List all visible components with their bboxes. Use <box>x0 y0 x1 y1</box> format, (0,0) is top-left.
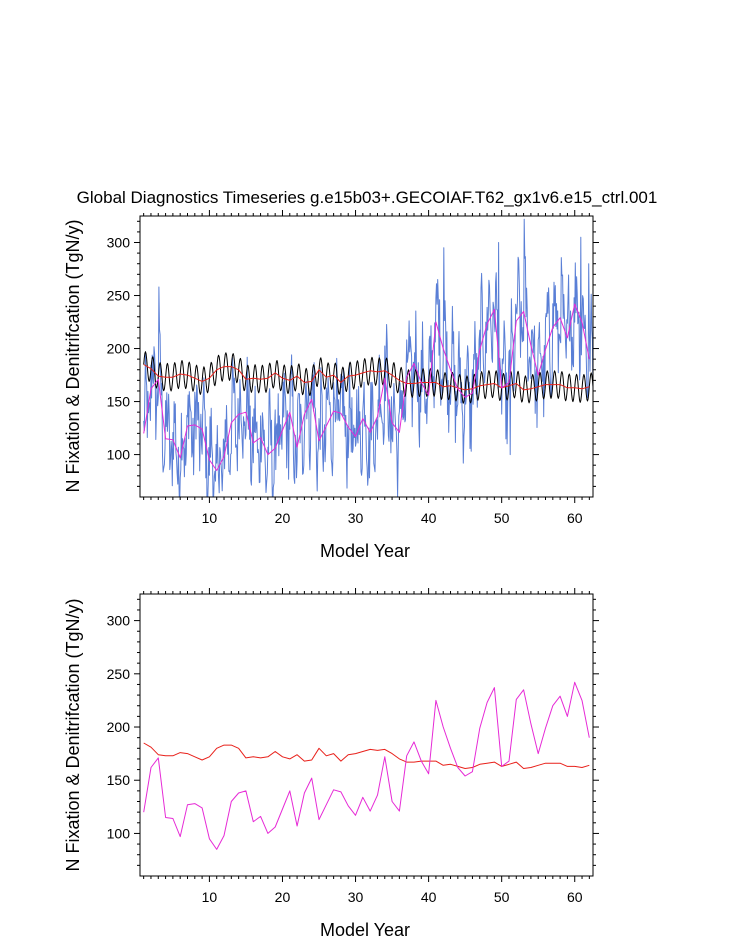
y-tick-label: 100 <box>107 825 131 841</box>
y-tick-label: 100 <box>107 447 131 463</box>
x-tick-label: 50 <box>494 889 510 905</box>
x-tick-label: 10 <box>202 510 218 526</box>
y-tick-label: 150 <box>107 772 131 788</box>
chart-title: Global Diagnostics Timeseries g.e15b03+.… <box>77 188 658 207</box>
x-tick-label: 20 <box>275 889 291 905</box>
series-n-fixation-annual-mean <box>143 681 590 850</box>
bottom-panel-series <box>143 681 590 850</box>
bottom-panel-ylabel: N Fixation & Denitrifcation (TgN/y) <box>63 598 83 871</box>
y-tick-label: 200 <box>107 341 131 357</box>
x-tick-label: 20 <box>275 510 291 526</box>
series-denitrification-monthly <box>143 351 593 404</box>
x-tick-label: 40 <box>421 889 437 905</box>
top-panel: 10 20 30 40 50 60 100 150 200 250 300 Model Year N… <box>63 210 599 561</box>
x-tick-label: 40 <box>421 510 437 526</box>
y-tick-label: 250 <box>107 288 131 304</box>
x-tick-label: 60 <box>567 510 583 526</box>
y-tick-label: 300 <box>107 235 131 251</box>
bottom-panel-xlabel: Model Year <box>320 920 410 940</box>
bottom-panel: 10 20 30 40 50 60 100 150 200 250 300 Model Year N… <box>63 588 599 940</box>
bottom-panel-frame <box>139 593 594 877</box>
series-denitrification-annual-mean <box>143 742 590 769</box>
y-tick-label: 150 <box>107 394 131 410</box>
x-tick-label: 10 <box>202 889 218 905</box>
top-panel-xlabel: Model Year <box>320 541 410 561</box>
y-tick-label: 250 <box>107 666 131 682</box>
y-tick-label: 200 <box>107 719 131 735</box>
top-panel-frame <box>139 215 594 498</box>
x-tick-label: 50 <box>494 510 510 526</box>
x-tick-label: 30 <box>348 889 364 905</box>
top-panel-ticks: 10 20 30 40 50 60 100 150 200 250 300 <box>107 210 599 526</box>
top-panel-series <box>143 218 593 497</box>
y-tick-label: 300 <box>107 613 131 629</box>
series-n-fixation-annual-mean <box>143 303 590 471</box>
x-tick-label: 30 <box>348 510 364 526</box>
bottom-panel-ticks: 10 20 30 40 50 60 100 150 200 250 300 <box>107 588 599 905</box>
series-denitrification-annual-mean <box>143 364 590 391</box>
x-tick-label: 60 <box>567 889 583 905</box>
top-panel-ylabel: N Fixation & Denitrifcation (TgN/y) <box>63 219 83 492</box>
series-n-fixation-monthly <box>143 218 593 497</box>
